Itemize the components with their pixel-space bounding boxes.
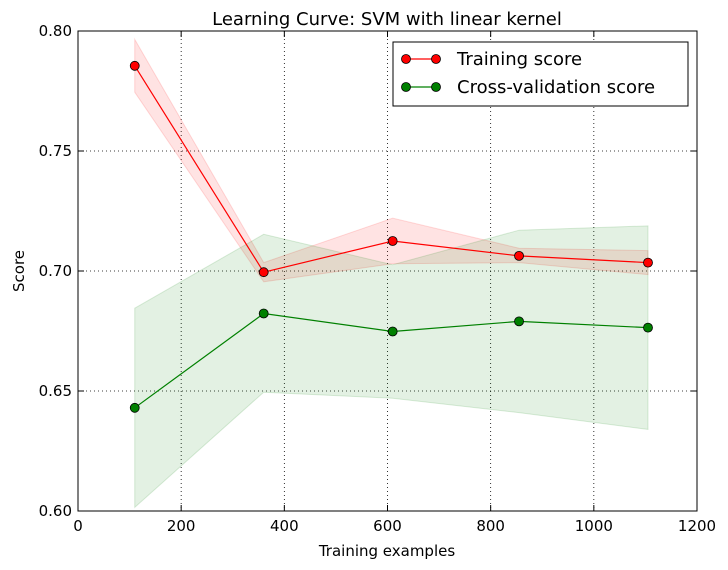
- y-tick-label: 0.60: [39, 502, 72, 520]
- x-axis-label: Training examples: [318, 542, 456, 560]
- y-tick-label: 0.80: [39, 22, 72, 40]
- legend-entry-cv: Cross-validation score: [401, 77, 655, 98]
- confidence-band-1: [134, 225, 649, 509]
- x-tick-label: 400: [270, 517, 299, 535]
- data-point-0: [258, 267, 269, 278]
- legend-marker-cv-2: [431, 82, 441, 92]
- data-point-0: [387, 236, 398, 246]
- x-tick-label: 0: [73, 517, 83, 535]
- legend-label-cv: Cross-validation score: [457, 77, 655, 98]
- data-point-1: [387, 326, 398, 337]
- x-tick-label: 600: [373, 517, 402, 535]
- grid: [78, 31, 697, 511]
- data-point-0: [643, 257, 653, 268]
- legend-marker-training: [401, 54, 411, 64]
- legend-entry-training: Training score: [401, 49, 582, 70]
- y-tick-label: 0.65: [39, 382, 72, 400]
- x-tick-label: 1000: [575, 517, 613, 535]
- x-tick-label: 200: [167, 517, 196, 535]
- data-point-1: [514, 316, 524, 327]
- y-tick-label: 0.70: [39, 262, 72, 280]
- y-axis-label: Score: [10, 250, 28, 292]
- data-point-1: [129, 402, 140, 413]
- data-point-1: [643, 322, 653, 333]
- legend: Training score Cross-validation score: [392, 41, 689, 107]
- x-axis-ticks: 0 200 400 600 800 1000 1200: [73, 31, 716, 535]
- data-point-1: [258, 308, 269, 319]
- y-axis-ticks: 0.60 0.65 0.70 0.75 0.80: [39, 22, 697, 520]
- legend-box: [392, 41, 689, 107]
- legend-marker-cv: [401, 82, 411, 92]
- x-tick-label: 1200: [678, 517, 716, 535]
- legend-marker-training-2: [431, 54, 441, 64]
- series-points: [129, 60, 653, 413]
- chart-title: Learning Curve: SVM with linear kernel: [212, 9, 562, 30]
- data-point-0: [514, 250, 524, 261]
- data-point-0: [129, 60, 140, 71]
- x-tick-label: 800: [476, 517, 505, 535]
- y-tick-label: 0.75: [39, 142, 72, 160]
- legend-label-training: Training score: [456, 49, 582, 70]
- confidence-bands: [134, 37, 649, 509]
- confidence-band-0: [134, 37, 649, 283]
